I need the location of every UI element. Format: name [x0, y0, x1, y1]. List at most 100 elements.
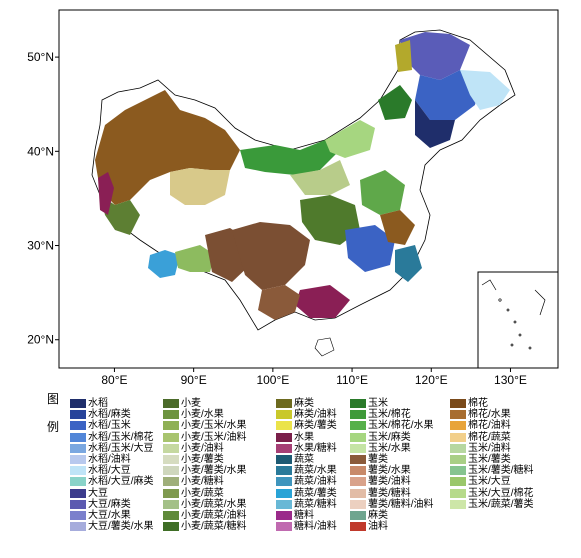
legend-label: 玉米/蔬菜/薯类: [468, 498, 534, 510]
legend-label: 大豆: [88, 487, 108, 499]
legend-label: 大豆/水果: [88, 510, 131, 521]
legend-swatch: [276, 499, 292, 509]
legend-item: 小麦/蔬菜/水果: [163, 499, 247, 510]
legend-item: 水稻/油料: [70, 454, 131, 465]
legend-swatch: [350, 477, 366, 487]
legend-item: 糖料: [276, 510, 314, 521]
legend-swatch: [276, 421, 292, 431]
legend-label: 玉米/油料: [468, 442, 511, 454]
legend-item: 大豆/薯类/水果: [70, 521, 154, 532]
legend-item: 玉米/棉花/水果: [350, 420, 434, 431]
region-wheat-oil-north: [290, 160, 350, 195]
region-rice-northeast: [415, 100, 455, 148]
legend-label: 玉米/大豆/棉花: [468, 487, 534, 499]
region-hainan: [314, 337, 335, 357]
legend-swatch: [70, 455, 86, 464]
legend-swatch: [276, 399, 292, 408]
crop-regions: [91, 29, 516, 357]
legend-item: 蔬菜: [276, 454, 314, 465]
legend-item: 薯类/水果: [350, 465, 411, 476]
legend-item: 麻类/薯类: [276, 420, 337, 431]
legend-item: 麻类: [276, 398, 314, 409]
region-corn-northeast: [378, 85, 412, 120]
legend-swatch: [276, 432, 292, 442]
legend-label: 小麦/薯类: [181, 454, 224, 465]
legend-swatch: [350, 410, 366, 420]
lat-label: 20°N: [27, 333, 54, 347]
region-crimson-west: [98, 172, 114, 215]
legend-swatch: [163, 432, 179, 442]
legend-label: 小麦/糖料: [181, 476, 224, 488]
legend-swatch: [70, 499, 86, 509]
legend-swatch: [163, 410, 179, 420]
legend-label: 大豆/麻类: [88, 498, 131, 510]
legend-item: 水稻/大豆/麻类: [70, 476, 154, 487]
region-potato-sugar-central: [232, 222, 310, 290]
legend-item: 玉米/棉花: [350, 409, 411, 420]
legend-item: 玉米/薯类: [450, 454, 511, 465]
lon-label: 80°E: [101, 373, 127, 387]
legend-label: 麻类/油料: [294, 409, 337, 421]
legend-swatch: [70, 421, 86, 431]
legend-item: 小麦/蔬菜/油料: [163, 510, 247, 521]
legend-label: 小麦/玉米/油料: [181, 431, 247, 443]
legend-label: 蔬菜/糖料: [294, 498, 337, 510]
lon-label: 110°E: [336, 373, 368, 387]
region-wheat-veg-central: [300, 195, 360, 245]
legend-label: 棉花: [468, 398, 488, 409]
legend-label: 水稻: [88, 398, 108, 409]
legend-label: 玉米/麻类: [368, 431, 411, 443]
legend-item: 小麦/玉米/水果: [163, 420, 247, 431]
legend-item: 棉花/水果: [450, 409, 511, 420]
legend-item: 玉米/油料: [450, 443, 511, 454]
legend-item: 玉米/蔬菜/薯类: [450, 499, 534, 510]
legend-item: 糖料/油料: [276, 521, 337, 532]
lon-label: 130°E: [494, 373, 527, 387]
region-soybean-northeast: [400, 32, 470, 80]
legend-item: 水果/糖料: [276, 443, 337, 454]
legend-item: 麻类: [350, 510, 388, 521]
legend-label: 水果: [294, 431, 314, 443]
legend-label: 水稻/油料: [88, 454, 131, 465]
legend-swatch: [70, 432, 86, 442]
legend-label: 棉花/水果: [468, 409, 511, 421]
legend-swatch: [350, 511, 366, 520]
legend-label: 水稻/玉米/棉花: [88, 431, 154, 443]
legend-label: 小麦/水果: [181, 409, 224, 421]
legend-label: 玉米: [368, 398, 388, 409]
legend-label: 蔬菜/油料: [294, 476, 337, 488]
legend-label: 玉米/薯类/糖料: [468, 465, 534, 477]
legend-item: 小麦/薯类/水果: [163, 465, 247, 476]
legend-swatch: [163, 511, 179, 520]
region-rice-central: [345, 225, 395, 272]
legend-swatch: [276, 466, 292, 476]
legend-swatch: [163, 477, 179, 487]
legend: 图 例 水稻 水稻/麻类 水稻/玉米 水稻/玉米/棉花 水稻/玉米/大豆 水稻/油料 水稻/…: [0, 388, 581, 558]
lon-label: 100°E: [256, 373, 289, 387]
legend-label: 薯类/油料: [368, 476, 411, 488]
legend-swatch: [163, 443, 179, 453]
lat-label: 30°N: [27, 239, 54, 253]
legend-item: 小麦/油料: [163, 443, 224, 454]
legend-item: 蔬菜/糖料: [276, 499, 337, 510]
legend-label: 小麦/蔬菜/水果: [181, 498, 247, 510]
legend-label: 小麦/油料: [181, 442, 224, 454]
legend-label: 油料: [368, 521, 388, 533]
legend-swatch: [450, 410, 466, 420]
legend-swatch: [163, 522, 179, 532]
legend-swatch: [163, 399, 179, 408]
legend-label: 麻类/薯类: [294, 420, 337, 432]
region-hemp-northeast: [395, 40, 412, 72]
legend-item: 薯类/油料: [350, 476, 411, 487]
legend-item: 薯类/糖料: [350, 488, 411, 499]
legend-label: 糖料/油料: [294, 521, 337, 533]
legend-item: 薯类/糖料/油料: [350, 499, 434, 510]
region-cotton-northwest: [95, 90, 240, 205]
legend-item: 水稻/玉米/大豆: [70, 443, 154, 454]
legend-swatch: [70, 466, 86, 476]
legend-swatch: [70, 477, 86, 487]
legend-item: 小麦: [163, 398, 201, 409]
legend-swatch: [350, 421, 366, 431]
legend-title-char-1: 图: [47, 392, 60, 406]
region-corn-north: [240, 140, 340, 175]
